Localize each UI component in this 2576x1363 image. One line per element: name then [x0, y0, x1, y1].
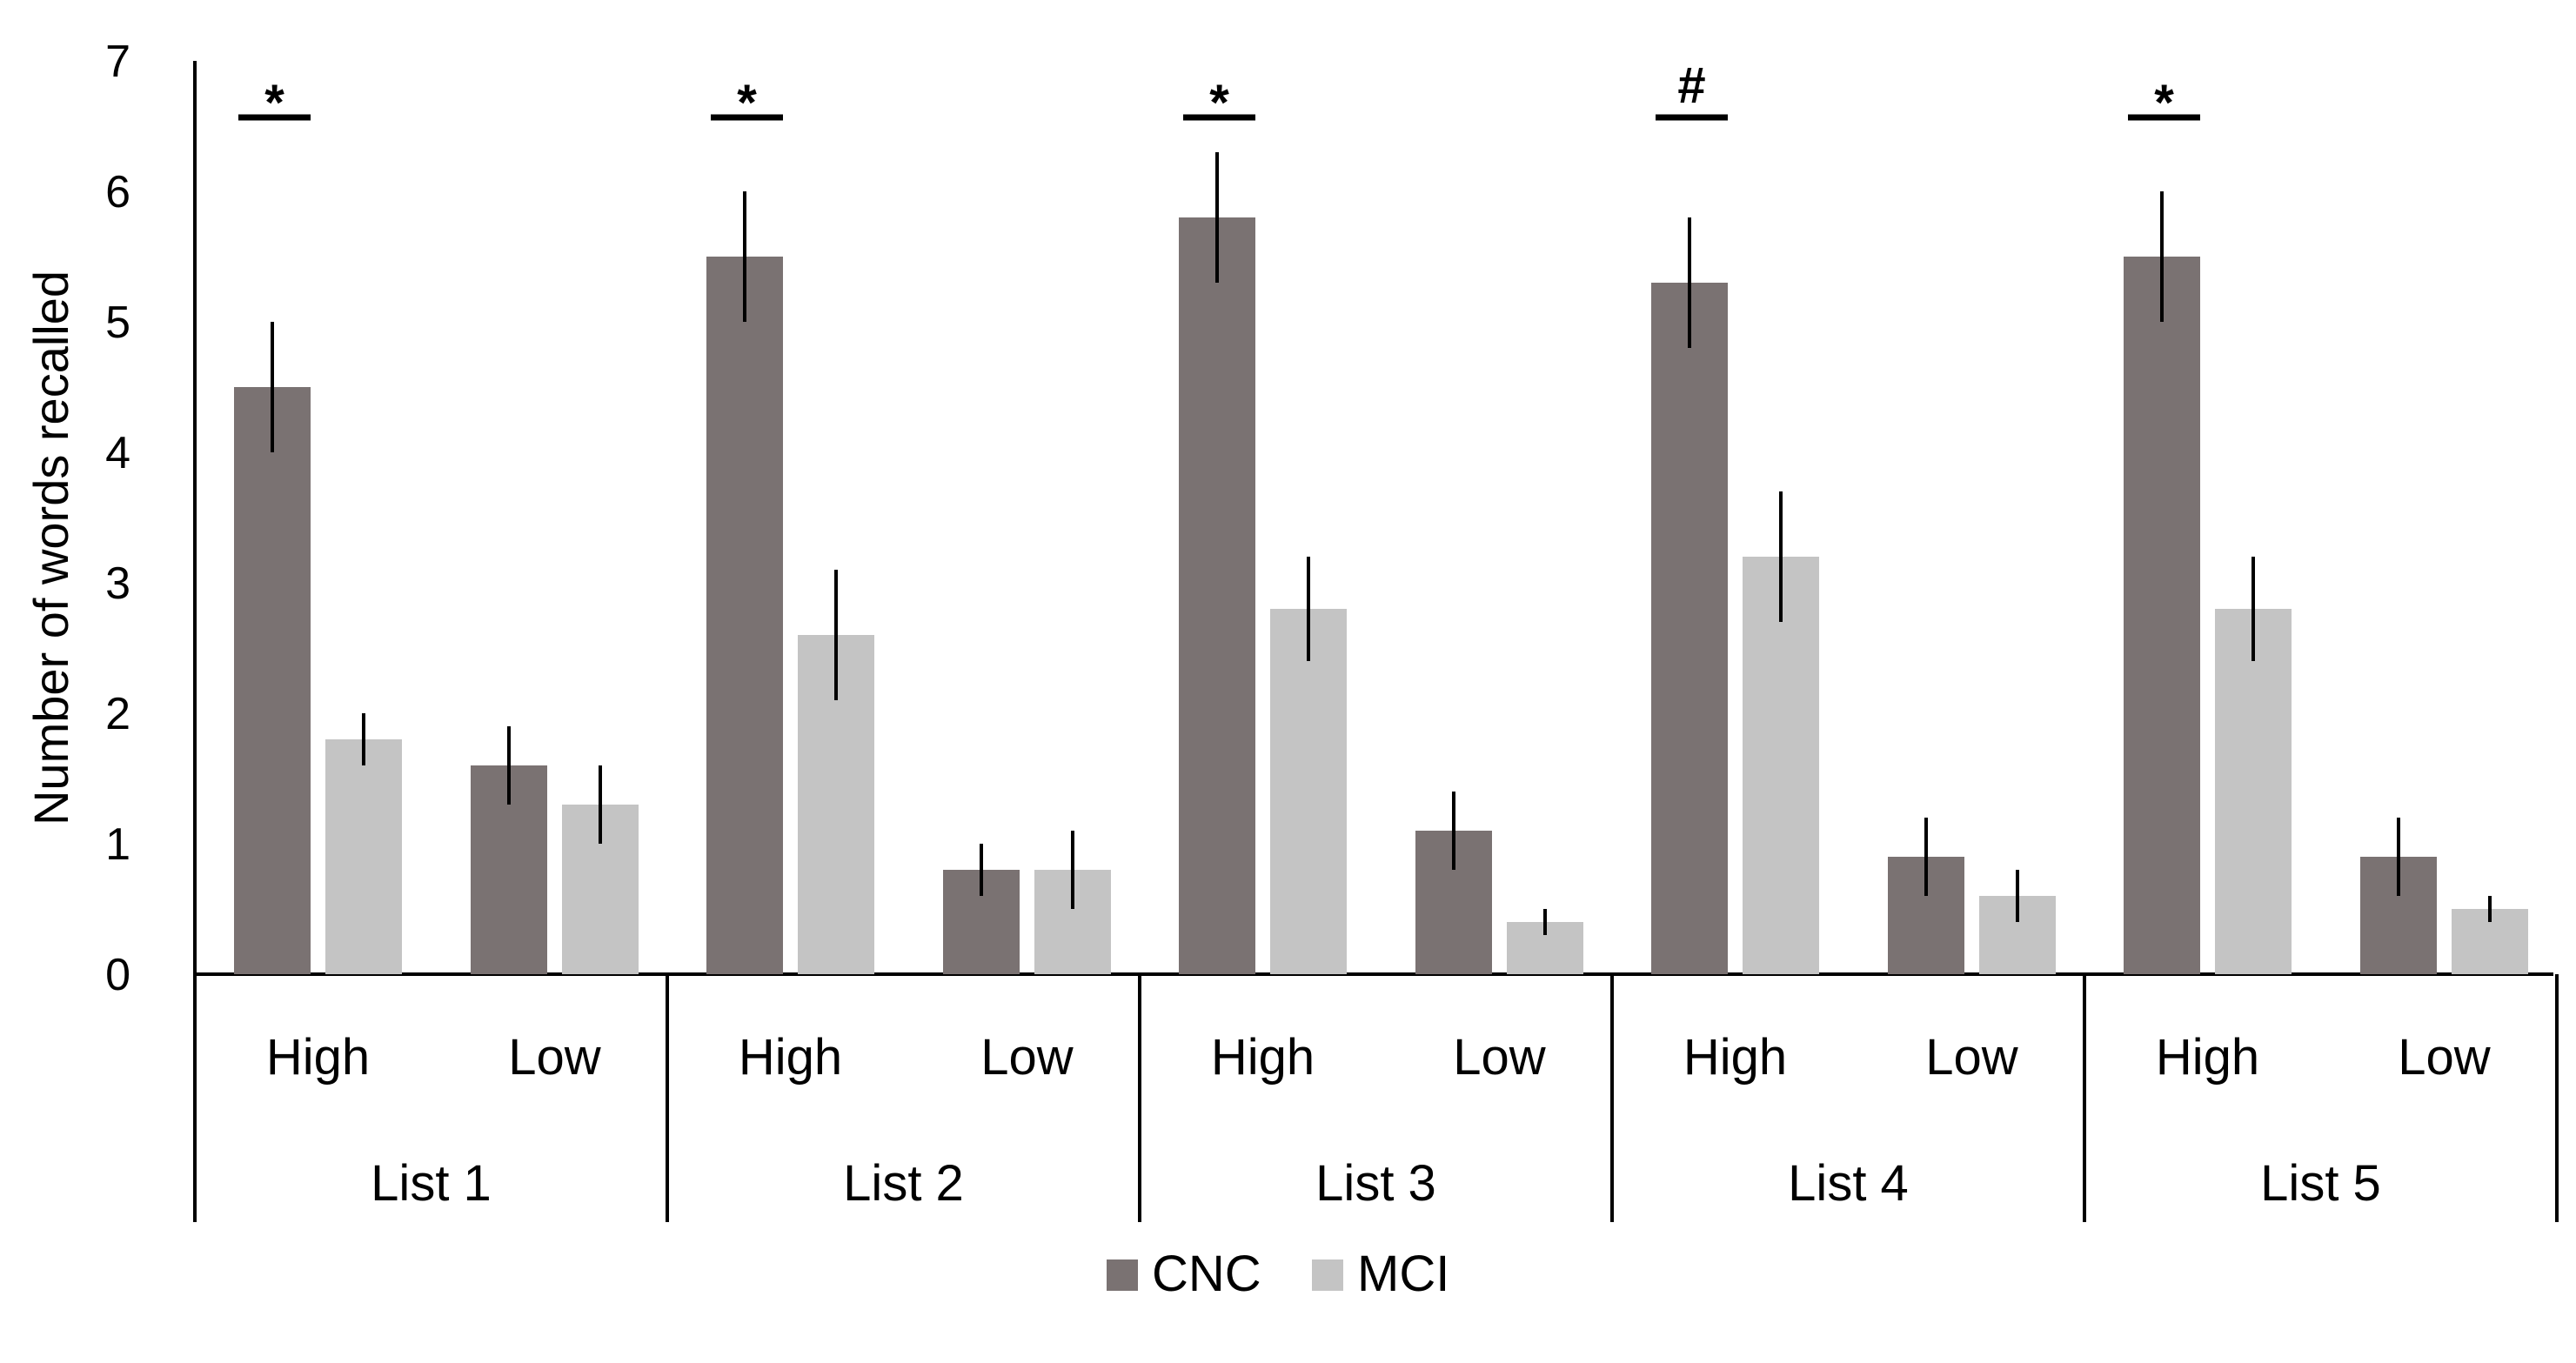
legend-swatch-cnc [1107, 1259, 1138, 1291]
group-label: List 4 [1788, 1155, 1909, 1212]
significance-marker: * [2154, 75, 2174, 131]
category-label-high: High [266, 1029, 370, 1086]
y-tick-label: 0 [105, 950, 130, 1000]
bar-mci [325, 739, 402, 974]
category-label-low: Low [1453, 1029, 1547, 1086]
bar-cnc [706, 257, 783, 974]
category-label-high: High [739, 1029, 842, 1086]
group-label: List 3 [1315, 1155, 1436, 1212]
y-axis-title: Number of words recalled [23, 271, 78, 825]
bar-cnc [1651, 283, 1728, 974]
category-label-low: Low [980, 1029, 1074, 1086]
group-label: List 5 [2260, 1155, 2381, 1212]
bars-layer [234, 152, 2528, 974]
bar-mci [2215, 609, 2292, 974]
significance-marker: * [264, 75, 284, 131]
legend-label-cnc: CNC [1152, 1246, 1261, 1302]
category-label-low: Low [2398, 1029, 2492, 1086]
y-tick-label: 6 [105, 167, 130, 217]
category-label-high: High [1211, 1029, 1315, 1086]
labels-layer: 0 1 2 3 4 5 6 7 Number of words recalled High Low L… [23, 37, 2492, 1212]
bar-mci [1743, 557, 1819, 974]
legend-label-mci: MCI [1357, 1246, 1449, 1302]
y-tick-label: 3 [105, 558, 130, 609]
group-label: List 2 [843, 1155, 964, 1212]
group-label: List 1 [371, 1155, 492, 1212]
category-label-low: Low [508, 1029, 602, 1086]
y-tick-label: 1 [105, 819, 130, 870]
category-label-high: High [1683, 1029, 1787, 1086]
significance-marker: # [1677, 57, 1705, 114]
significance-marker: * [1209, 75, 1229, 131]
bar-mci [1270, 609, 1347, 974]
significance-marker: * [737, 75, 757, 131]
y-tick-label: 5 [105, 297, 130, 348]
y-tick-label: 4 [105, 428, 130, 478]
bar-cnc [1179, 217, 1255, 974]
legend-swatch-mci [1312, 1259, 1343, 1291]
y-tick-label: 7 [105, 37, 130, 87]
category-label-high: High [2156, 1029, 2259, 1086]
category-label-low: Low [1925, 1029, 2019, 1086]
legend: CNC MCI [1107, 1246, 1449, 1302]
y-tick-label: 2 [105, 689, 130, 739]
bar-cnc [2124, 257, 2200, 974]
bar-cnc [234, 387, 311, 974]
